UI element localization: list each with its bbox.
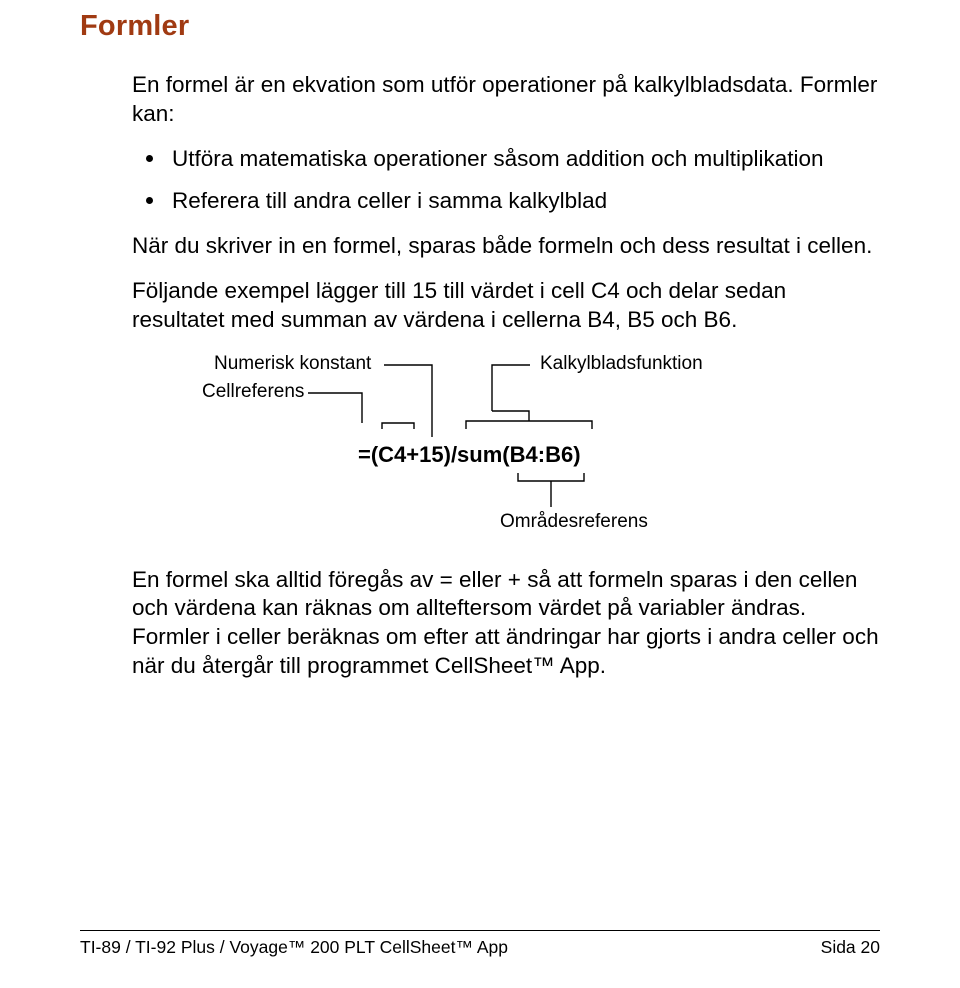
explanation-paragraph: En formel ska alltid föregås av = eller … bbox=[132, 566, 880, 681]
intro-paragraph: En formel är en ekvation som utför opera… bbox=[132, 71, 880, 129]
bullet-list: Utföra matematiska operationer såsom add… bbox=[132, 145, 880, 217]
page-footer: TI-89 / TI-92 Plus / Voyage™ 200 PLT Cel… bbox=[80, 930, 880, 958]
list-item: Referera till andra celler i samma kalky… bbox=[132, 187, 880, 216]
footer-left: TI-89 / TI-92 Plus / Voyage™ 200 PLT Cel… bbox=[80, 937, 508, 958]
page-title: Formler bbox=[80, 10, 880, 43]
example-paragraph: Följande exempel lägger till 15 till vär… bbox=[132, 277, 880, 335]
list-item: Utföra matematiska operationer såsom add… bbox=[132, 145, 880, 174]
para-after-bullets: När du skriver in en formel, sparas både… bbox=[132, 232, 880, 261]
diagram-lines bbox=[132, 351, 932, 556]
footer-right: Sida 20 bbox=[821, 937, 880, 958]
formula-diagram: Numerisk konstant Cellreferens Kalkylbla… bbox=[132, 351, 880, 556]
footer-rule bbox=[80, 930, 880, 931]
